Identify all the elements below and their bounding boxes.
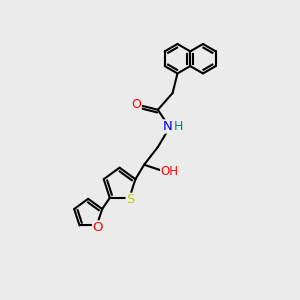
Text: S: S — [126, 193, 135, 206]
Text: O: O — [93, 221, 103, 234]
Text: O: O — [131, 98, 141, 111]
Text: OH: OH — [160, 165, 178, 178]
Text: H: H — [174, 120, 183, 133]
Text: N: N — [163, 120, 172, 133]
